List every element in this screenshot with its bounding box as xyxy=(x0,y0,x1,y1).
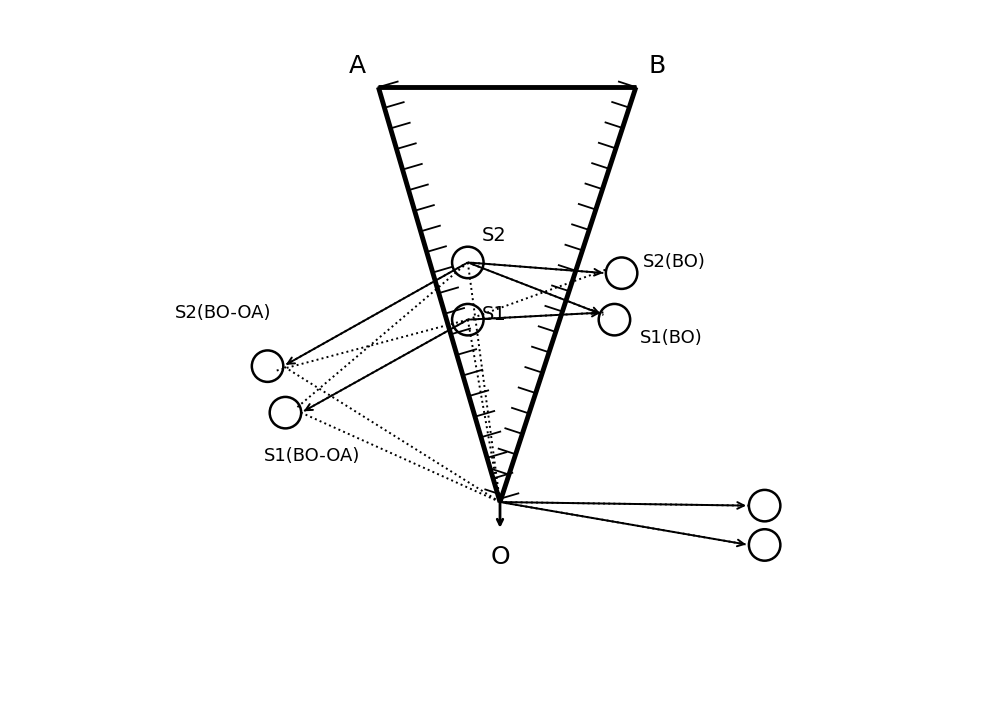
Text: S1: S1 xyxy=(482,305,507,324)
Text: O: O xyxy=(490,545,510,569)
Text: B: B xyxy=(649,54,666,78)
Text: S2(BO): S2(BO) xyxy=(643,253,706,271)
Text: S2: S2 xyxy=(482,225,507,245)
Text: S2(BO-OA): S2(BO-OA) xyxy=(175,304,271,322)
Text: A: A xyxy=(348,54,366,78)
Text: S1(BO): S1(BO) xyxy=(639,329,702,347)
Text: S1(BO-OA): S1(BO-OA) xyxy=(264,447,360,465)
